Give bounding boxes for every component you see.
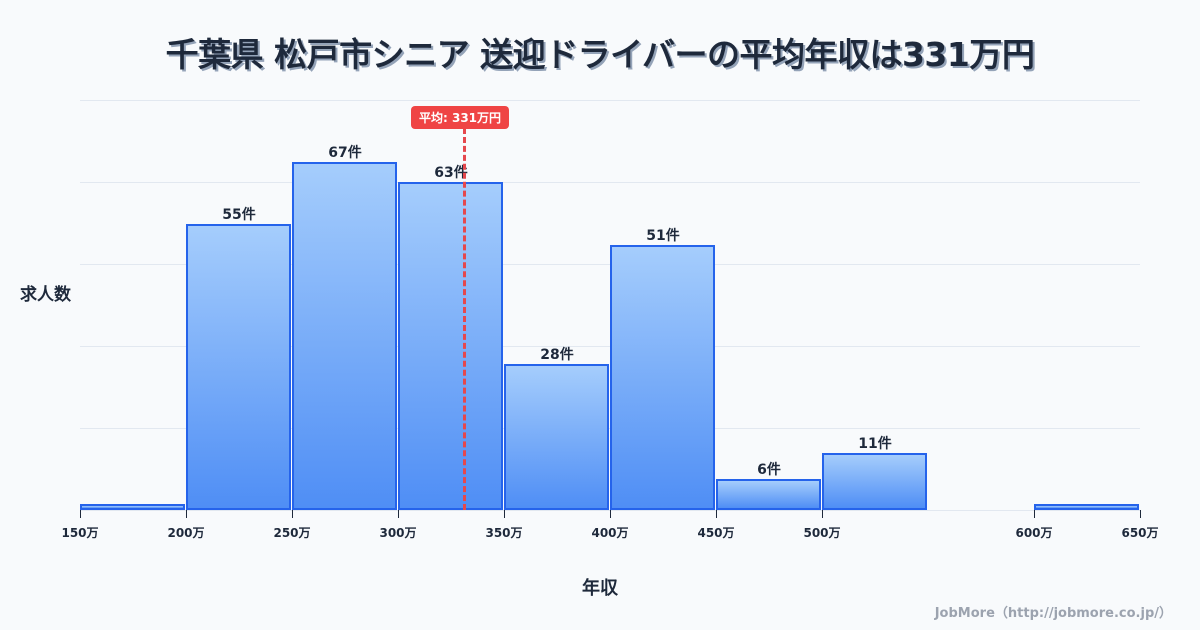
x-tick-label: 600万: [1015, 526, 1053, 540]
x-tick: [186, 510, 187, 518]
histogram-bar: [186, 224, 291, 510]
histogram-bar: [610, 245, 715, 510]
histogram-bar: [398, 182, 503, 510]
bar-value-label: 6件: [757, 462, 781, 478]
x-tick-label: 400万: [591, 526, 629, 540]
x-tick: [822, 510, 823, 518]
mean-badge: 平均: 331万円: [411, 106, 510, 129]
x-tick-label: 200万: [167, 526, 205, 540]
footer-credit: JobMore（http://jobmore.co.jp/）: [934, 606, 1172, 621]
x-tick-label: 250万: [273, 526, 311, 540]
histogram-bar: [292, 162, 397, 510]
gridline: [80, 182, 1140, 183]
histogram-bar: [504, 364, 609, 510]
bar-value-label: 51件: [646, 228, 680, 244]
x-tick: [80, 510, 81, 518]
bar-value-label: 11件: [858, 436, 892, 452]
x-tick: [398, 510, 399, 518]
x-tick: [504, 510, 505, 518]
chart-title: 千葉県 松戸市シニア 送迎ドライバーの平均年収は331万円: [165, 35, 1035, 74]
histogram-bar: [80, 504, 185, 510]
bar-value-label: 63件: [434, 165, 468, 181]
x-tick-label: 150万: [61, 526, 99, 540]
x-tick-label: 350万: [485, 526, 523, 540]
histogram-bar: [716, 479, 821, 510]
x-tick: [1034, 510, 1035, 518]
x-tick: [610, 510, 611, 518]
x-tick-label: 500万: [803, 526, 841, 540]
histogram-bar: [822, 453, 927, 510]
mean-line: [463, 128, 466, 510]
x-tick-label: 650万: [1121, 526, 1159, 540]
x-tick-label: 450万: [697, 526, 735, 540]
x-tick: [716, 510, 717, 518]
gridline: [80, 100, 1140, 101]
x-tick: [1140, 510, 1141, 518]
bar-value-label: 55件: [222, 207, 256, 223]
x-tick: [292, 510, 293, 518]
x-tick-label: 300万: [379, 526, 417, 540]
x-axis-label: 年収: [582, 578, 618, 599]
y-axis-label: 求人数: [20, 285, 71, 305]
bar-value-label: 28件: [540, 347, 574, 363]
bar-value-label: 67件: [328, 145, 362, 161]
histogram-bar: [1034, 504, 1139, 510]
